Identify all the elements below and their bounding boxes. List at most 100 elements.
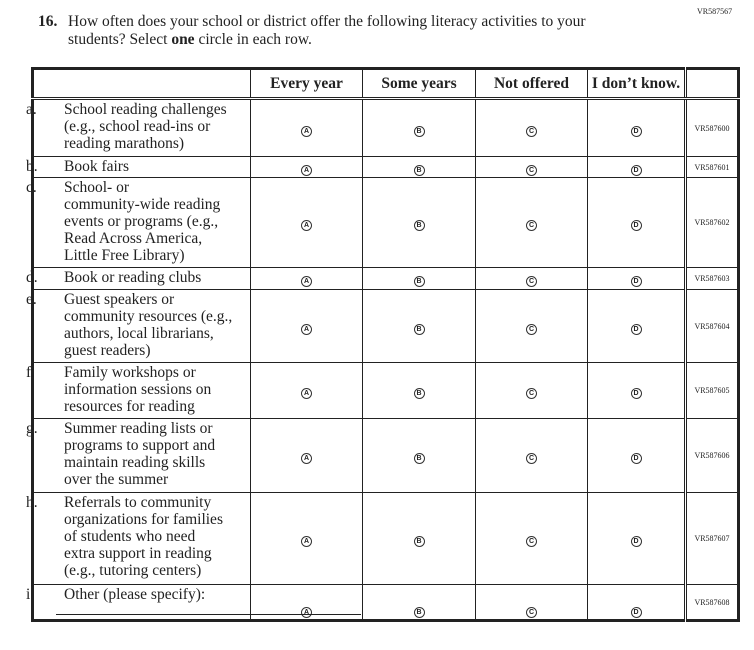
answer-bubble-d[interactable]: D <box>630 220 642 231</box>
row-label: g. Summer reading lists or programs to sup… <box>26 418 251 493</box>
answer-bubble-c[interactable]: C <box>526 388 537 399</box>
answer-bubble-c[interactable]: C <box>526 276 537 287</box>
response-cell: B <box>362 177 476 268</box>
header-some-years: Some years <box>362 68 476 100</box>
response-cell: D <box>587 584 686 621</box>
answer-bubble-a[interactable]: A <box>301 164 312 176</box>
response-cell: B <box>362 289 476 363</box>
answer-bubble-a[interactable]: A <box>301 276 312 287</box>
table-row: h. Referrals to community organizations fo… <box>26 492 739 585</box>
answer-bubble-a[interactable]: A <box>301 536 312 547</box>
response-cell: A <box>250 492 363 585</box>
item-code: VR587600 <box>684 98 739 157</box>
answer-bubble-b[interactable]: B <box>413 606 425 618</box>
answer-bubble-c[interactable]: C <box>526 606 537 618</box>
answer-bubble-d[interactable]: D <box>630 453 642 464</box>
answer-bubble-d[interactable]: D <box>630 388 642 399</box>
item-code: VR587605 <box>684 362 739 419</box>
response-cell: A <box>250 584 363 621</box>
response-cell: B <box>362 156 476 178</box>
row-label: i. Other (please specify): <box>26 584 251 621</box>
header-blank <box>32 68 251 100</box>
answer-bubble-b[interactable]: B <box>413 323 425 335</box>
answer-bubble-b[interactable]: B <box>413 453 425 464</box>
row-text: Guest speakers or community resources (e.… <box>64 291 233 359</box>
answer-bubble-a[interactable]: A <box>301 125 312 137</box>
response-cell: C <box>475 289 588 363</box>
answer-bubble-b[interactable]: B <box>413 164 425 176</box>
answer-bubble-d[interactable]: D <box>630 323 642 335</box>
response-cell: B <box>362 584 476 621</box>
answer-bubble-d[interactable]: D <box>630 276 642 287</box>
row-text: Referrals to community organizations for … <box>64 494 223 579</box>
response-cell: A <box>250 418 363 493</box>
response-cell: A <box>250 362 363 419</box>
table-row: i. Other (please specify): A B C D VR587608 <box>26 584 739 621</box>
row-label: c. School- or community-wide reading events… <box>26 177 251 268</box>
row-text: Book or reading clubs <box>64 269 202 286</box>
table-row: c. School- or community-wide reading events… <box>26 177 739 268</box>
response-cell: D <box>587 267 686 290</box>
header-dont-know: I don’t know. <box>587 68 686 100</box>
answer-bubble-b[interactable]: B <box>413 536 425 547</box>
response-cell: B <box>362 362 476 419</box>
item-code: VR587604 <box>684 289 739 363</box>
response-cell: D <box>587 362 686 419</box>
table-row: d. Book or reading clubs A B C D VR587603 <box>26 267 739 290</box>
form-code: VR587567 <box>697 7 733 16</box>
item-code: VR587601 <box>684 156 739 178</box>
question-text: 16. How often does your school or distric… <box>38 13 586 48</box>
answer-bubble-b[interactable]: B <box>413 276 425 287</box>
answer-bubble-a[interactable]: A <box>301 388 312 399</box>
other-specify-line[interactable] <box>56 614 361 615</box>
answer-bubble-a[interactable]: A <box>301 606 312 618</box>
answer-bubble-d[interactable]: D <box>630 164 642 176</box>
answer-bubble-b[interactable]: B <box>413 125 425 137</box>
header-not-offered: Not offered <box>475 68 588 100</box>
answer-bubble-b[interactable]: B <box>413 388 425 399</box>
header-every-year: Every year <box>250 68 363 100</box>
answer-bubble-a[interactable]: A <box>301 453 312 464</box>
item-code: VR587608 <box>684 584 739 621</box>
answer-bubble-c[interactable]: C <box>526 220 537 231</box>
table-row: e. Guest speakers or community resources (… <box>26 289 739 363</box>
row-text: Book fairs <box>64 158 130 175</box>
answer-bubble-c[interactable]: C <box>526 323 537 335</box>
answer-bubble-b[interactable]: B <box>413 220 425 231</box>
response-cell: D <box>587 177 686 268</box>
question-number: 16. <box>38 13 58 30</box>
row-text: Family workshops or information sessions … <box>64 364 212 415</box>
answer-bubble-a[interactable]: A <box>301 220 312 231</box>
answer-bubble-a[interactable]: A <box>301 323 312 335</box>
row-label: a. School reading challenges (e.g., school… <box>26 98 251 157</box>
response-cell: C <box>475 584 588 621</box>
row-label: h. Referrals to community organizations fo… <box>26 492 251 585</box>
item-code: VR587607 <box>684 492 739 585</box>
row-text: Summer reading lists or programs to suppo… <box>64 420 216 488</box>
response-cell: D <box>587 98 686 157</box>
row-label: b. Book fairs <box>26 156 251 178</box>
response-cell: D <box>587 156 686 178</box>
row-label: f. Family workshops or information session… <box>26 362 251 419</box>
answer-bubble-d[interactable]: D <box>630 606 642 618</box>
item-code: VR587606 <box>684 418 739 493</box>
response-cell: A <box>250 177 363 268</box>
row-text: School- or community-wide reading events o… <box>64 179 221 264</box>
response-cell: D <box>587 418 686 493</box>
response-cell: C <box>475 492 588 585</box>
response-cell: B <box>362 418 476 493</box>
response-cell: C <box>475 267 588 290</box>
answer-bubble-c[interactable]: C <box>526 536 537 547</box>
response-grid: Every year Some years Not offered I don’… <box>26 67 740 622</box>
response-cell: D <box>587 492 686 585</box>
row-label: e. Guest speakers or community resources (… <box>26 289 251 363</box>
answer-bubble-c[interactable]: C <box>526 453 537 464</box>
answer-bubble-d[interactable]: D <box>630 125 642 137</box>
table-row: f. Family workshops or information session… <box>26 362 739 419</box>
response-cell: A <box>250 289 363 363</box>
answer-bubble-c[interactable]: C <box>526 164 537 176</box>
answer-bubble-d[interactable]: D <box>630 536 642 547</box>
table-row: g. Summer reading lists or programs to sup… <box>26 418 739 493</box>
response-cell: D <box>587 289 686 363</box>
answer-bubble-c[interactable]: C <box>526 125 537 137</box>
